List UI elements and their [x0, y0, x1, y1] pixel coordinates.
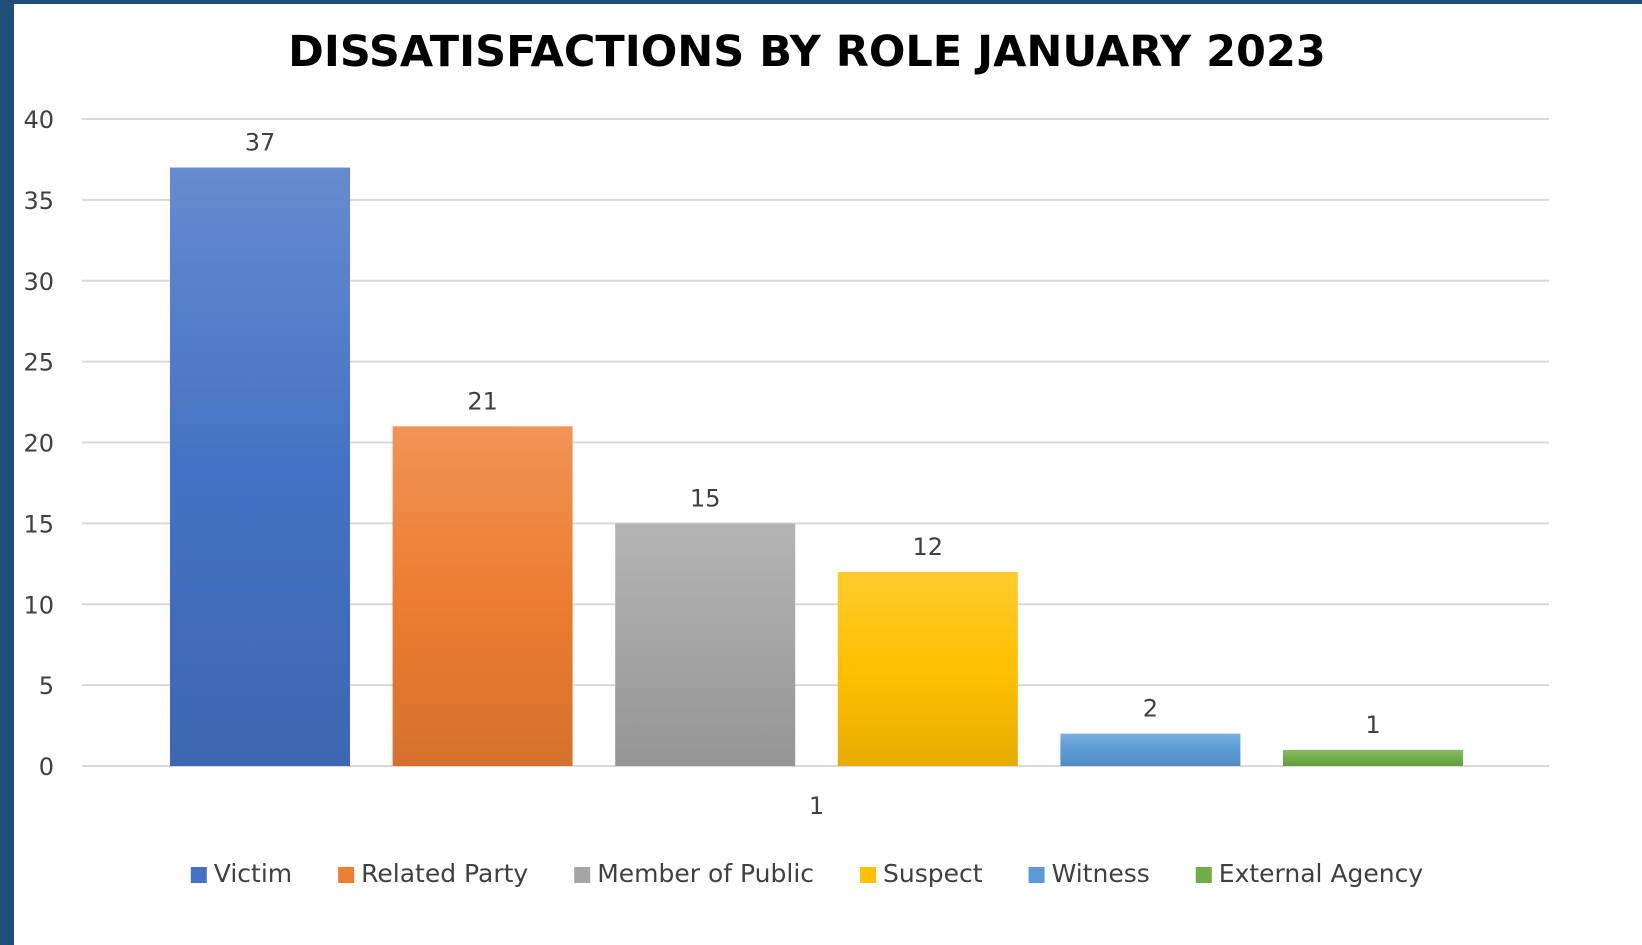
legend-swatch [190, 867, 207, 883]
legend-swatch [574, 867, 591, 883]
y-tick-label: 0 [39, 753, 54, 781]
data-label-witness: 2 [1143, 695, 1158, 723]
y-tick-label: 40 [23, 106, 54, 134]
bar-chart: DISSATISFACTIONS BY ROLE JANUARY 2023 0 5… [23, 27, 1549, 888]
legend: Victim Related Party Member of Public Suspe… [190, 859, 1424, 888]
legend-item-witness: Witness [1028, 859, 1150, 888]
legend-item-external-agency: External Agency [1195, 859, 1424, 888]
data-label-related-party: 21 [467, 387, 498, 415]
legend-item-related-party: Related Party [338, 859, 528, 888]
chart-title: DISSATISFACTIONS BY ROLE JANUARY 2023 [288, 27, 1326, 77]
legend-item-victim: Victim [190, 859, 292, 888]
y-tick-label: 5 [39, 672, 54, 700]
legend-label: Related Party [361, 859, 528, 888]
bar-witness [1060, 733, 1241, 766]
y-tick-label: 15 [23, 510, 54, 538]
legend-swatch [1195, 867, 1212, 883]
y-axis-ticks: 0 5 10 15 20 25 30 35 40 [23, 106, 54, 781]
x-tick-label: 1 [809, 792, 824, 820]
chart-panel: DISSATISFACTIONS BY ROLE JANUARY 2023 0 5… [14, 4, 1642, 945]
bar-suspect [837, 571, 1018, 766]
legend-item-member-of-public: Member of Public [574, 859, 814, 888]
y-tick-label: 25 [23, 349, 54, 377]
y-tick-label: 35 [23, 187, 54, 215]
legend-label: Victim [214, 859, 292, 888]
bar-member-of-public [615, 523, 796, 766]
data-label-member-of-public: 15 [690, 484, 721, 512]
y-tick-label: 20 [23, 430, 54, 458]
legend-label: Member of Public [597, 859, 814, 888]
y-tick-label: 10 [23, 591, 54, 619]
bars [170, 167, 1463, 766]
legend-label: External Agency [1219, 859, 1424, 888]
bar-victim [170, 167, 350, 766]
legend-item-suspect: Suspect [860, 859, 983, 888]
legend-label: Witness [1052, 859, 1150, 888]
legend-swatch [1028, 867, 1045, 883]
bar-external-agency [1283, 749, 1463, 766]
data-label-suspect: 12 [913, 533, 944, 561]
bar-related-party [392, 426, 573, 766]
data-label-victim: 37 [245, 129, 276, 157]
y-tick-label: 30 [23, 268, 54, 296]
legend-swatch [338, 867, 355, 883]
legend-swatch [860, 867, 877, 883]
x-axis-ticks: 1 [809, 792, 824, 820]
data-label-external-agency: 1 [1365, 711, 1380, 739]
legend-label: Suspect [883, 859, 983, 888]
